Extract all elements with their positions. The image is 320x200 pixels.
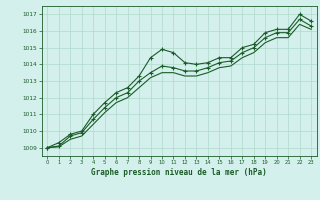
X-axis label: Graphe pression niveau de la mer (hPa): Graphe pression niveau de la mer (hPa)	[91, 168, 267, 177]
